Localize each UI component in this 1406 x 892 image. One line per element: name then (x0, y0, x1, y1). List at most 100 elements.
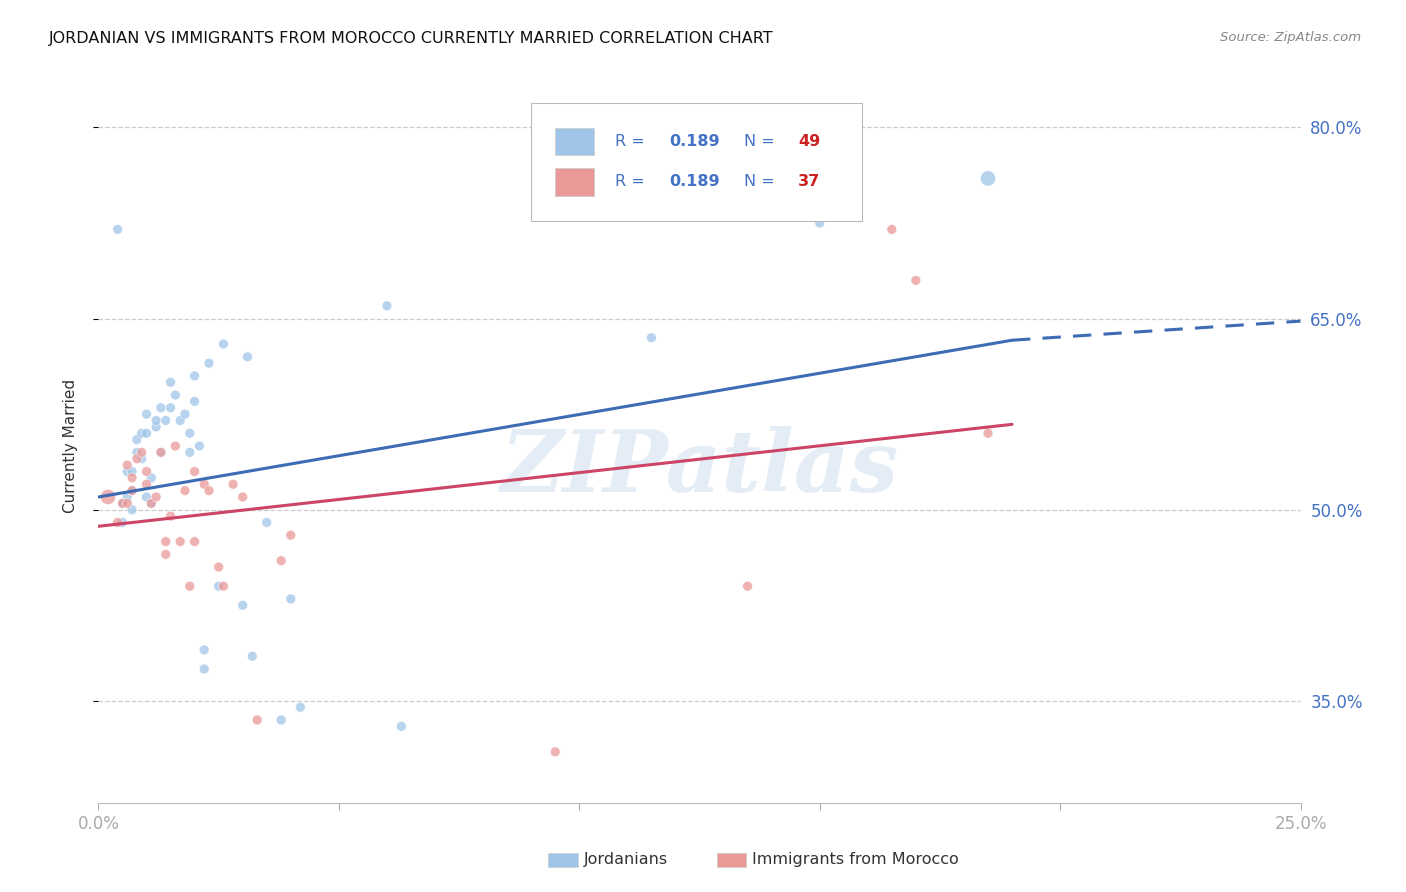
Point (117, 496, 139, 510)
Point (135, 490, 157, 504)
Point (125, 433, 148, 447)
Point (389, 719, 412, 733)
Point (236, 350, 259, 364)
Point (121, 483, 143, 498)
Point (737, 579, 759, 593)
Text: ZIPatlas: ZIPatlas (501, 425, 898, 509)
Point (111, 516, 134, 530)
Point (280, 528, 302, 542)
Point (212, 579, 235, 593)
Point (808, 216, 831, 230)
Point (193, 662, 215, 676)
Point (246, 713, 269, 727)
Text: N =: N = (744, 175, 780, 189)
Text: Jordanians: Jordanians (583, 853, 668, 867)
Text: R =: R = (616, 175, 650, 189)
Point (141, 496, 163, 510)
Point (169, 413, 191, 427)
Point (111, 496, 134, 510)
Bar (555, 169, 593, 195)
Point (375, 299, 398, 313)
Point (208, 560, 231, 574)
Point (155, 534, 177, 549)
Point (121, 471, 143, 485)
Point (159, 376, 181, 390)
Point (193, 643, 215, 657)
Point (135, 426, 157, 441)
Point (117, 458, 139, 472)
Point (131, 426, 153, 441)
Point (208, 579, 231, 593)
Point (183, 465, 205, 479)
Y-axis label: Currently Married: Currently Married (63, 379, 77, 513)
Point (97, 490, 120, 504)
Point (977, 171, 1000, 186)
Point (155, 547, 177, 561)
Point (121, 465, 143, 479)
Point (183, 534, 205, 549)
Text: JORDANIAN VS IMMIGRANTS FROM MOROCCO CURRENTLY MARRIED CORRELATION CHART: JORDANIAN VS IMMIGRANTS FROM MOROCCO CUR… (49, 31, 773, 46)
Point (149, 445, 172, 459)
Point (169, 534, 191, 549)
Point (270, 713, 292, 727)
Point (232, 599, 254, 613)
Point (183, 368, 205, 383)
Point (117, 465, 139, 479)
Point (145, 413, 167, 427)
Point (183, 394, 205, 409)
Text: Immigrants from Morocco: Immigrants from Morocco (752, 853, 959, 867)
Point (155, 413, 177, 427)
Point (904, 273, 927, 287)
Text: R =: R = (616, 134, 650, 149)
Bar (555, 128, 593, 155)
Point (121, 483, 143, 498)
Point (145, 490, 167, 504)
Point (135, 465, 157, 479)
Point (165, 439, 187, 453)
Point (640, 331, 662, 345)
Point (145, 420, 167, 434)
Point (174, 483, 197, 498)
Text: 0.189: 0.189 (669, 134, 720, 149)
Point (111, 496, 134, 510)
Point (107, 222, 129, 236)
Point (198, 483, 221, 498)
Point (125, 445, 148, 459)
Point (179, 579, 201, 593)
Point (131, 445, 153, 459)
Point (159, 509, 181, 524)
Text: 0.189: 0.189 (669, 175, 720, 189)
Point (165, 388, 187, 402)
Point (117, 490, 139, 504)
Point (107, 516, 129, 530)
Point (135, 477, 157, 491)
Point (188, 439, 211, 453)
Point (232, 490, 254, 504)
Point (174, 407, 197, 421)
Text: 37: 37 (799, 175, 820, 189)
Point (125, 451, 148, 466)
Point (179, 426, 201, 441)
Point (212, 337, 235, 351)
Text: 49: 49 (799, 134, 820, 149)
Point (290, 700, 312, 714)
Point (131, 451, 153, 466)
Point (222, 477, 245, 491)
Point (280, 591, 302, 606)
Point (141, 471, 163, 485)
Point (121, 502, 143, 516)
Point (193, 477, 215, 491)
Point (240, 649, 263, 664)
Point (159, 401, 181, 415)
Point (149, 401, 172, 415)
Point (544, 745, 567, 759)
Point (141, 496, 163, 510)
FancyBboxPatch shape (531, 103, 862, 221)
Text: Source: ZipAtlas.com: Source: ZipAtlas.com (1220, 31, 1361, 45)
Point (149, 445, 172, 459)
Point (198, 356, 221, 370)
Point (179, 445, 201, 459)
Point (977, 426, 1000, 441)
Point (880, 222, 903, 236)
Point (270, 554, 292, 568)
